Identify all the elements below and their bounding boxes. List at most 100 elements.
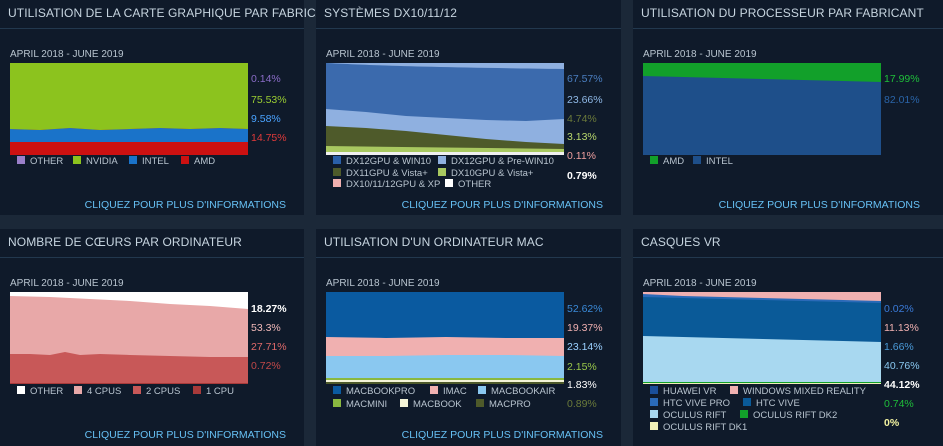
legend-item-dx11-vista: DX11GPU & Vista+: [333, 168, 428, 179]
legend-label: WINDOWS MIXED REALITY: [743, 386, 866, 397]
legend-item-intel: INTEL: [129, 156, 169, 167]
legend-label: MACBOOKPRO: [346, 386, 416, 397]
percent-label: 0%: [884, 417, 900, 429]
percent-label: 67.57%: [567, 73, 603, 85]
legend-label: IMAC: [443, 386, 467, 397]
percent-label: 0.89%: [567, 398, 597, 410]
vr-area-chart[interactable]: [643, 292, 881, 384]
area-other: [10, 292, 248, 309]
legend-item-imac: IMAC: [430, 386, 467, 397]
legend-item-dx-xp: DX10/11/12GPU & XP: [333, 179, 440, 190]
cores-area-chart[interactable]: [10, 292, 248, 384]
legend-swatch: [478, 386, 486, 395]
percent-label: 0.74%: [884, 398, 914, 410]
area-htc-vive: [643, 292, 881, 342]
legend-label: DX12GPU & Pre-WIN10: [451, 156, 554, 167]
chart-period: APRIL 2018 - JUNE 2019: [326, 278, 440, 289]
percent-label: 19.37%: [567, 322, 603, 334]
legend-label: MACPRO: [489, 399, 531, 410]
panel-title: UTILISATION D'UN ORDINATEUR MAC: [324, 235, 544, 249]
legend-swatch: [129, 156, 137, 165]
panel-title: CASQUES VR: [641, 235, 721, 249]
legend-swatch: [133, 386, 141, 395]
panel-title: NOMBRE DE CŒURS PAR ORDINATEUR: [8, 235, 242, 249]
area-intel: [10, 128, 248, 142]
legend-swatch: [438, 156, 446, 165]
legend-label: 1 CPU: [206, 386, 234, 397]
legend-label: OCULUS RIFT DK2: [753, 410, 838, 421]
percent-label: 40.76%: [884, 360, 920, 372]
panel-title: UTILISATION DE LA CARTE GRAPHIQUE PAR FA…: [8, 6, 341, 20]
percent-label: 14.75%: [251, 132, 287, 144]
legend-swatch: [333, 386, 341, 395]
area-nvidia: [10, 63, 248, 130]
legend-item-amd: AMD: [181, 156, 216, 167]
legend-item-macbookair: MACBOOKAIR: [478, 386, 555, 397]
dx-area-chart[interactable]: [326, 63, 564, 155]
area-dx12-win10: [326, 63, 564, 121]
legend-label: 2 CPUS: [146, 386, 181, 397]
percent-label: 11.13%: [884, 322, 919, 334]
percent-label: 44.12%: [884, 379, 920, 391]
legend-item-2cpus: 2 CPUS: [133, 386, 181, 397]
chart-period: APRIL 2018 - JUNE 2019: [10, 278, 124, 289]
more-info-link[interactable]: CLIQUEZ POUR PLUS D'INFORMATIONS: [84, 429, 286, 441]
legend-swatch: [333, 179, 341, 188]
legend-label: AMD: [663, 156, 685, 167]
legend-label: DX12GPU & WIN10: [346, 156, 431, 167]
more-info-link[interactable]: CLIQUEZ POUR PLUS D'INFORMATIONS: [401, 429, 603, 441]
percent-label: 3.13%: [567, 131, 597, 143]
legend-swatch: [17, 386, 25, 395]
chart-period: APRIL 2018 - JUNE 2019: [643, 49, 757, 60]
legend-item-amd: AMD: [650, 156, 685, 167]
legend-label: OTHER: [30, 386, 64, 397]
title-divider: [316, 257, 621, 258]
title-divider: [0, 257, 304, 258]
legend-swatch: [650, 386, 658, 395]
percent-label: 4.74%: [567, 113, 597, 125]
percent-label: 27.71%: [251, 341, 287, 353]
legend-item-htc-vive-pro: HTC VIVE PRO: [650, 398, 730, 409]
more-info-link[interactable]: CLIQUEZ POUR PLUS D'INFORMATIONS: [718, 199, 920, 211]
legend-label: AMD: [194, 156, 216, 167]
percent-label: 23.66%: [567, 94, 603, 106]
panel-dx-systems: SYSTÈMES DX10/11/12 APRIL 2018 - JUNE 20…: [316, 0, 621, 215]
percent-label: 82.01%: [884, 94, 920, 106]
percent-label: 0.02%: [884, 303, 914, 315]
cpu-area-chart[interactable]: [643, 63, 881, 155]
legend-swatch: [73, 156, 81, 165]
legend-item-macbookpro: MACBOOKPRO: [333, 386, 416, 397]
panel-vr-headsets: CASQUES VR APRIL 2018 - JUNE 2019 0.02% …: [633, 229, 943, 446]
mac-area-chart[interactable]: [326, 292, 564, 384]
legend-label: OTHER: [458, 179, 492, 190]
legend-label: INTEL: [706, 156, 733, 167]
legend-label: DX11GPU & Vista+: [346, 168, 428, 179]
gpu-area-chart[interactable]: [10, 63, 248, 155]
title-divider: [633, 257, 943, 258]
legend-item-htc-vive: HTC VIVE: [743, 398, 800, 409]
percent-label: 0.72%: [251, 360, 281, 372]
percent-label: 18.27%: [251, 303, 287, 315]
legend-item-macmini: MACMINI: [333, 399, 388, 410]
more-info-link[interactable]: CLIQUEZ POUR PLUS D'INFORMATIONS: [401, 199, 603, 211]
legend-item-dx12-prewin10: DX12GPU & Pre-WIN10: [438, 156, 554, 167]
legend-swatch: [650, 398, 658, 407]
legend-swatch: [650, 156, 658, 165]
percent-label: 75.53%: [251, 94, 287, 106]
more-info-link[interactable]: CLIQUEZ POUR PLUS D'INFORMATIONS: [84, 199, 286, 211]
legend-item-1cpu: 1 CPU: [193, 386, 234, 397]
legend-label: 4 CPUS: [87, 386, 122, 397]
percent-label: 0.11%: [567, 150, 596, 162]
area-4cpus: [10, 292, 248, 357]
percent-label: 53.3%: [251, 322, 281, 334]
legend-swatch: [740, 410, 748, 419]
percent-label: 52.62%: [567, 303, 603, 315]
legend-swatch: [17, 156, 25, 165]
percent-label: 0.79%: [567, 170, 597, 182]
legend-label: MACMINI: [346, 399, 388, 410]
percent-label: 9.58%: [251, 113, 281, 125]
legend-item-other: OTHER: [17, 386, 64, 397]
legend-item-macbook: MACBOOK: [400, 399, 462, 410]
area-macbookpro: [326, 292, 564, 338]
percent-label: 2.15%: [567, 361, 597, 373]
